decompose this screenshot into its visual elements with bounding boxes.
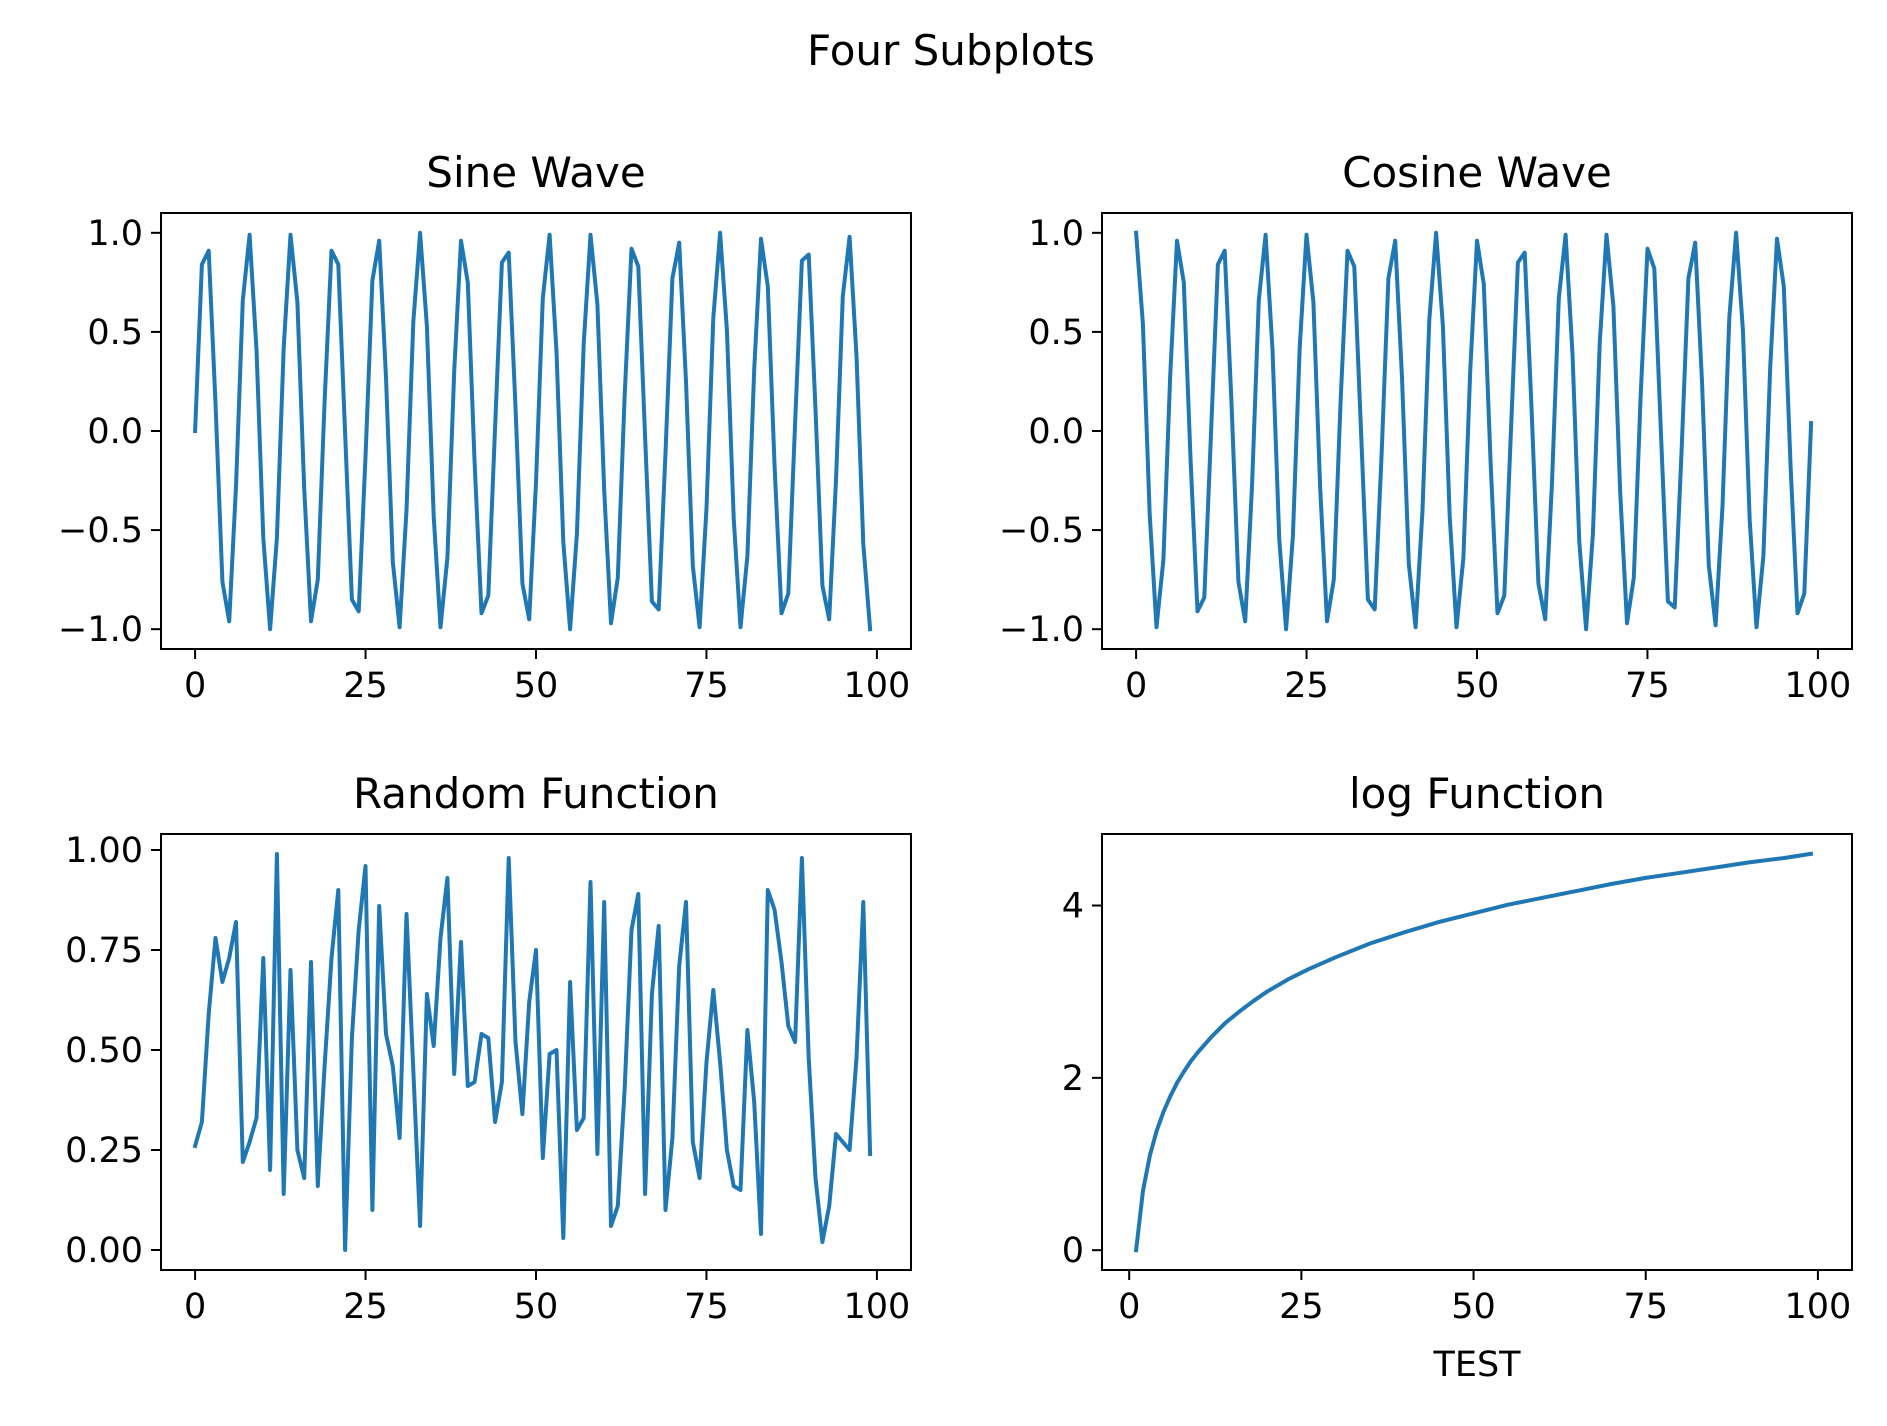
y-tick-label: 0.25 xyxy=(65,1131,143,1171)
subplot-title: Cosine Wave xyxy=(1342,148,1612,197)
series-line xyxy=(193,230,873,632)
y-tick-label: −0.5 xyxy=(58,511,143,551)
x-tick-label: 0 xyxy=(184,1287,206,1327)
subplot-title: Sine Wave xyxy=(426,148,645,197)
x-tick-label: 50 xyxy=(1451,1287,1496,1327)
y-tick-label: 0.0 xyxy=(87,412,143,452)
figure-suptitle: Four Subplots xyxy=(807,26,1095,75)
axes-frame xyxy=(1101,833,1853,1271)
x-tick-label: 50 xyxy=(514,1287,559,1327)
x-axis-label: TEST xyxy=(1432,1345,1521,1385)
y-tick-label: 0.5 xyxy=(87,313,143,353)
subplot-title: Random Function xyxy=(353,769,719,818)
y-tick-label: −0.5 xyxy=(999,511,1084,551)
x-tick-label: 25 xyxy=(1284,666,1329,706)
subplot-2: Cosine Wave 0 25 50 75 100 1.0 0.5 0.0 −0.5 −1.0 xyxy=(999,148,1853,706)
y-tick-label: 0.50 xyxy=(65,1031,143,1071)
subplot-title: log Function xyxy=(1349,769,1605,818)
x-tick-label: 50 xyxy=(514,666,559,706)
x-tick-label: 75 xyxy=(684,1287,729,1327)
y-tick-label: 4 xyxy=(1062,887,1084,927)
series-line xyxy=(1133,230,1814,632)
x-tick-label: 100 xyxy=(844,666,911,706)
y-tick-label: 1.00 xyxy=(65,831,143,871)
subplot-4: log Function 0 25 50 75 100 4 2 0 TEST xyxy=(1062,769,1853,1385)
y-tick-label: 0.5 xyxy=(1028,313,1084,353)
subplot-3: Random Function 0 25 50 75 100 1.00 0.75 0.50 0.2… xyxy=(65,769,912,1327)
x-tick-label: 0 xyxy=(1118,1287,1140,1327)
series-line xyxy=(192,852,873,1252)
x-tick-label: 25 xyxy=(343,666,388,706)
x-tick-label: 0 xyxy=(1125,666,1147,706)
x-tick-label: 100 xyxy=(1785,1287,1852,1327)
x-tick-label: 75 xyxy=(1623,1287,1668,1327)
y-tick-label: 0.0 xyxy=(1028,412,1084,452)
y-tick-label: 1.0 xyxy=(1028,214,1084,254)
y-tick-label: −1.0 xyxy=(58,610,143,650)
subplot-1: Sine Wave 0 25 50 75 100 1.0 0.5 0.0 −0.5 −1.0 xyxy=(58,148,912,706)
y-tick-label: 1.0 xyxy=(87,214,143,254)
x-tick-label: 25 xyxy=(1279,1287,1324,1327)
series-line xyxy=(1133,851,1814,1253)
x-tick-label: 0 xyxy=(184,666,206,706)
x-tick-label: 25 xyxy=(343,1287,388,1327)
x-tick-label: 50 xyxy=(1455,666,1500,706)
x-tick-label: 100 xyxy=(844,1287,911,1327)
x-tick-label: 75 xyxy=(1625,666,1670,706)
y-tick-label: 0.00 xyxy=(65,1231,143,1271)
x-tick-label: 100 xyxy=(1785,666,1852,706)
y-tick-label: −1.0 xyxy=(999,610,1084,650)
y-tick-label: 2 xyxy=(1062,1059,1084,1099)
x-tick-label: 75 xyxy=(684,666,729,706)
y-tick-label: 0 xyxy=(1062,1231,1084,1271)
y-tick-label: 0.75 xyxy=(65,931,143,971)
